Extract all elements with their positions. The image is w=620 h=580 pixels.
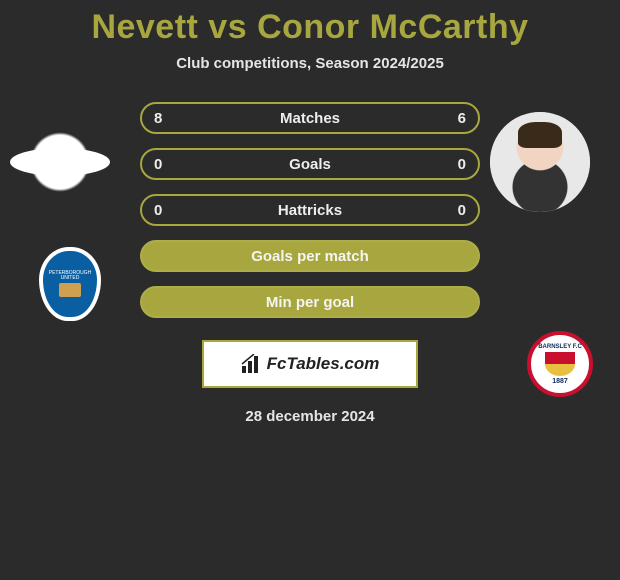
stat-label: Goals per match (251, 248, 369, 265)
club-right-shield-icon (545, 352, 575, 376)
club-left-text: PETERBOROUGH UNITED (43, 271, 97, 281)
comparison-content: PETERBOROUGH UNITED BARNSLEY F.C 1887 8 M… (0, 102, 620, 425)
stat-label: Hattricks (278, 202, 342, 219)
stat-label: Matches (280, 110, 340, 127)
brand-text: FcTables.com (267, 354, 380, 374)
club-right-text-bottom: 1887 (552, 378, 568, 385)
player-right-face (490, 112, 590, 212)
stats-list: 8 Matches 6 0 Goals 0 0 Hattricks 0 Goals per mat… (140, 102, 480, 318)
stat-left-value: 0 (154, 202, 162, 219)
player-left-placeholder-shape (10, 148, 110, 176)
stat-right-value: 0 (458, 156, 466, 173)
page-subtitle: Club competitions, Season 2024/2025 (0, 55, 620, 72)
club-right-crest: BARNSLEY F.C 1887 (527, 331, 593, 397)
stat-label: Min per goal (266, 294, 354, 311)
club-right-text-top: BARNSLEY F.C (538, 344, 582, 350)
stat-row: 8 Matches 6 (140, 102, 480, 134)
stat-left-value: 8 (154, 110, 162, 127)
stat-label: Goals (289, 156, 331, 173)
brand-box: FcTables.com (202, 340, 418, 388)
footer-date: 28 december 2024 (0, 408, 620, 425)
club-left-badge: PETERBOROUGH UNITED (28, 242, 112, 326)
club-left-crest: PETERBOROUGH UNITED (39, 247, 101, 321)
player-right-avatar (490, 112, 590, 212)
stat-row: Goals per match (140, 240, 480, 272)
stat-right-value: 0 (458, 202, 466, 219)
club-right-badge: BARNSLEY F.C 1887 (518, 322, 602, 406)
player-left-avatar (10, 112, 110, 212)
stat-row: Min per goal (140, 286, 480, 318)
page-title: Nevett vs Conor McCarthy (0, 0, 620, 47)
bar-chart-icon (241, 354, 263, 374)
stat-left-value: 0 (154, 156, 162, 173)
stat-right-value: 6 (458, 110, 466, 127)
stat-row: 0 Hattricks 0 (140, 194, 480, 226)
stat-row: 0 Goals 0 (140, 148, 480, 180)
